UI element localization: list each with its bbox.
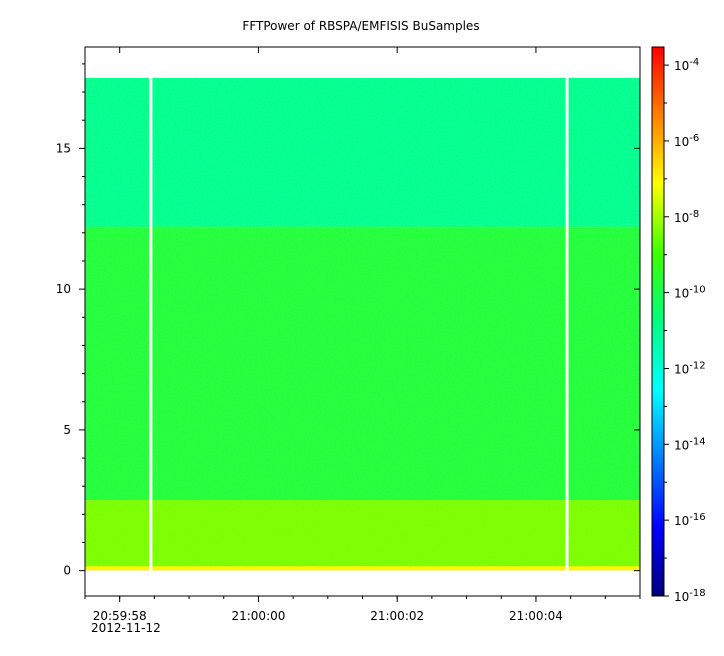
x-tick-label: 21:00:00 xyxy=(231,609,285,623)
colorbar-tick-label: 10-10 xyxy=(674,285,706,301)
data-gap xyxy=(149,77,153,571)
colorbar-tick-label: 10-14 xyxy=(674,436,706,452)
x-date-label: 2012-11-12 xyxy=(91,621,161,635)
x-tick-label: 21:00:04 xyxy=(509,609,563,623)
x-tick-label: 21:00:02 xyxy=(370,609,424,623)
colorbar-bar xyxy=(651,46,665,597)
colorbar-tick-label: 10-12 xyxy=(674,360,706,376)
y-tick-label: 15 xyxy=(56,141,71,155)
spectrogram-plot xyxy=(85,77,640,571)
y-tick-label: 10 xyxy=(56,282,71,296)
y-tick-label: 5 xyxy=(63,423,71,437)
noise-texture xyxy=(85,77,640,571)
colorbar-tick-label: 10-8 xyxy=(674,209,699,225)
colorbar-tick-label: 10-16 xyxy=(674,512,706,528)
x-axis: 20:59:58 21:00:00 21:00:02 21:00:04 xyxy=(84,47,641,623)
x-tick-label: 20:59:58 xyxy=(93,609,147,623)
chart-title: FFTPower of RBSPA/EMFISIS BuSamples xyxy=(242,19,479,33)
colorbar-tick-label: 10-18 xyxy=(674,588,706,604)
colorbar-tick-label: 10-4 xyxy=(674,57,699,73)
colorbar: 10-18 10-16 10-14 10-12 10-10 10-8 10-6 10-4 xyxy=(651,46,706,604)
y-tick-label: 0 xyxy=(63,564,71,578)
y-axis: 0 5 10 15 xyxy=(56,63,640,578)
data-gap xyxy=(565,77,569,571)
colorbar-tick-label: 10-6 xyxy=(674,133,699,149)
